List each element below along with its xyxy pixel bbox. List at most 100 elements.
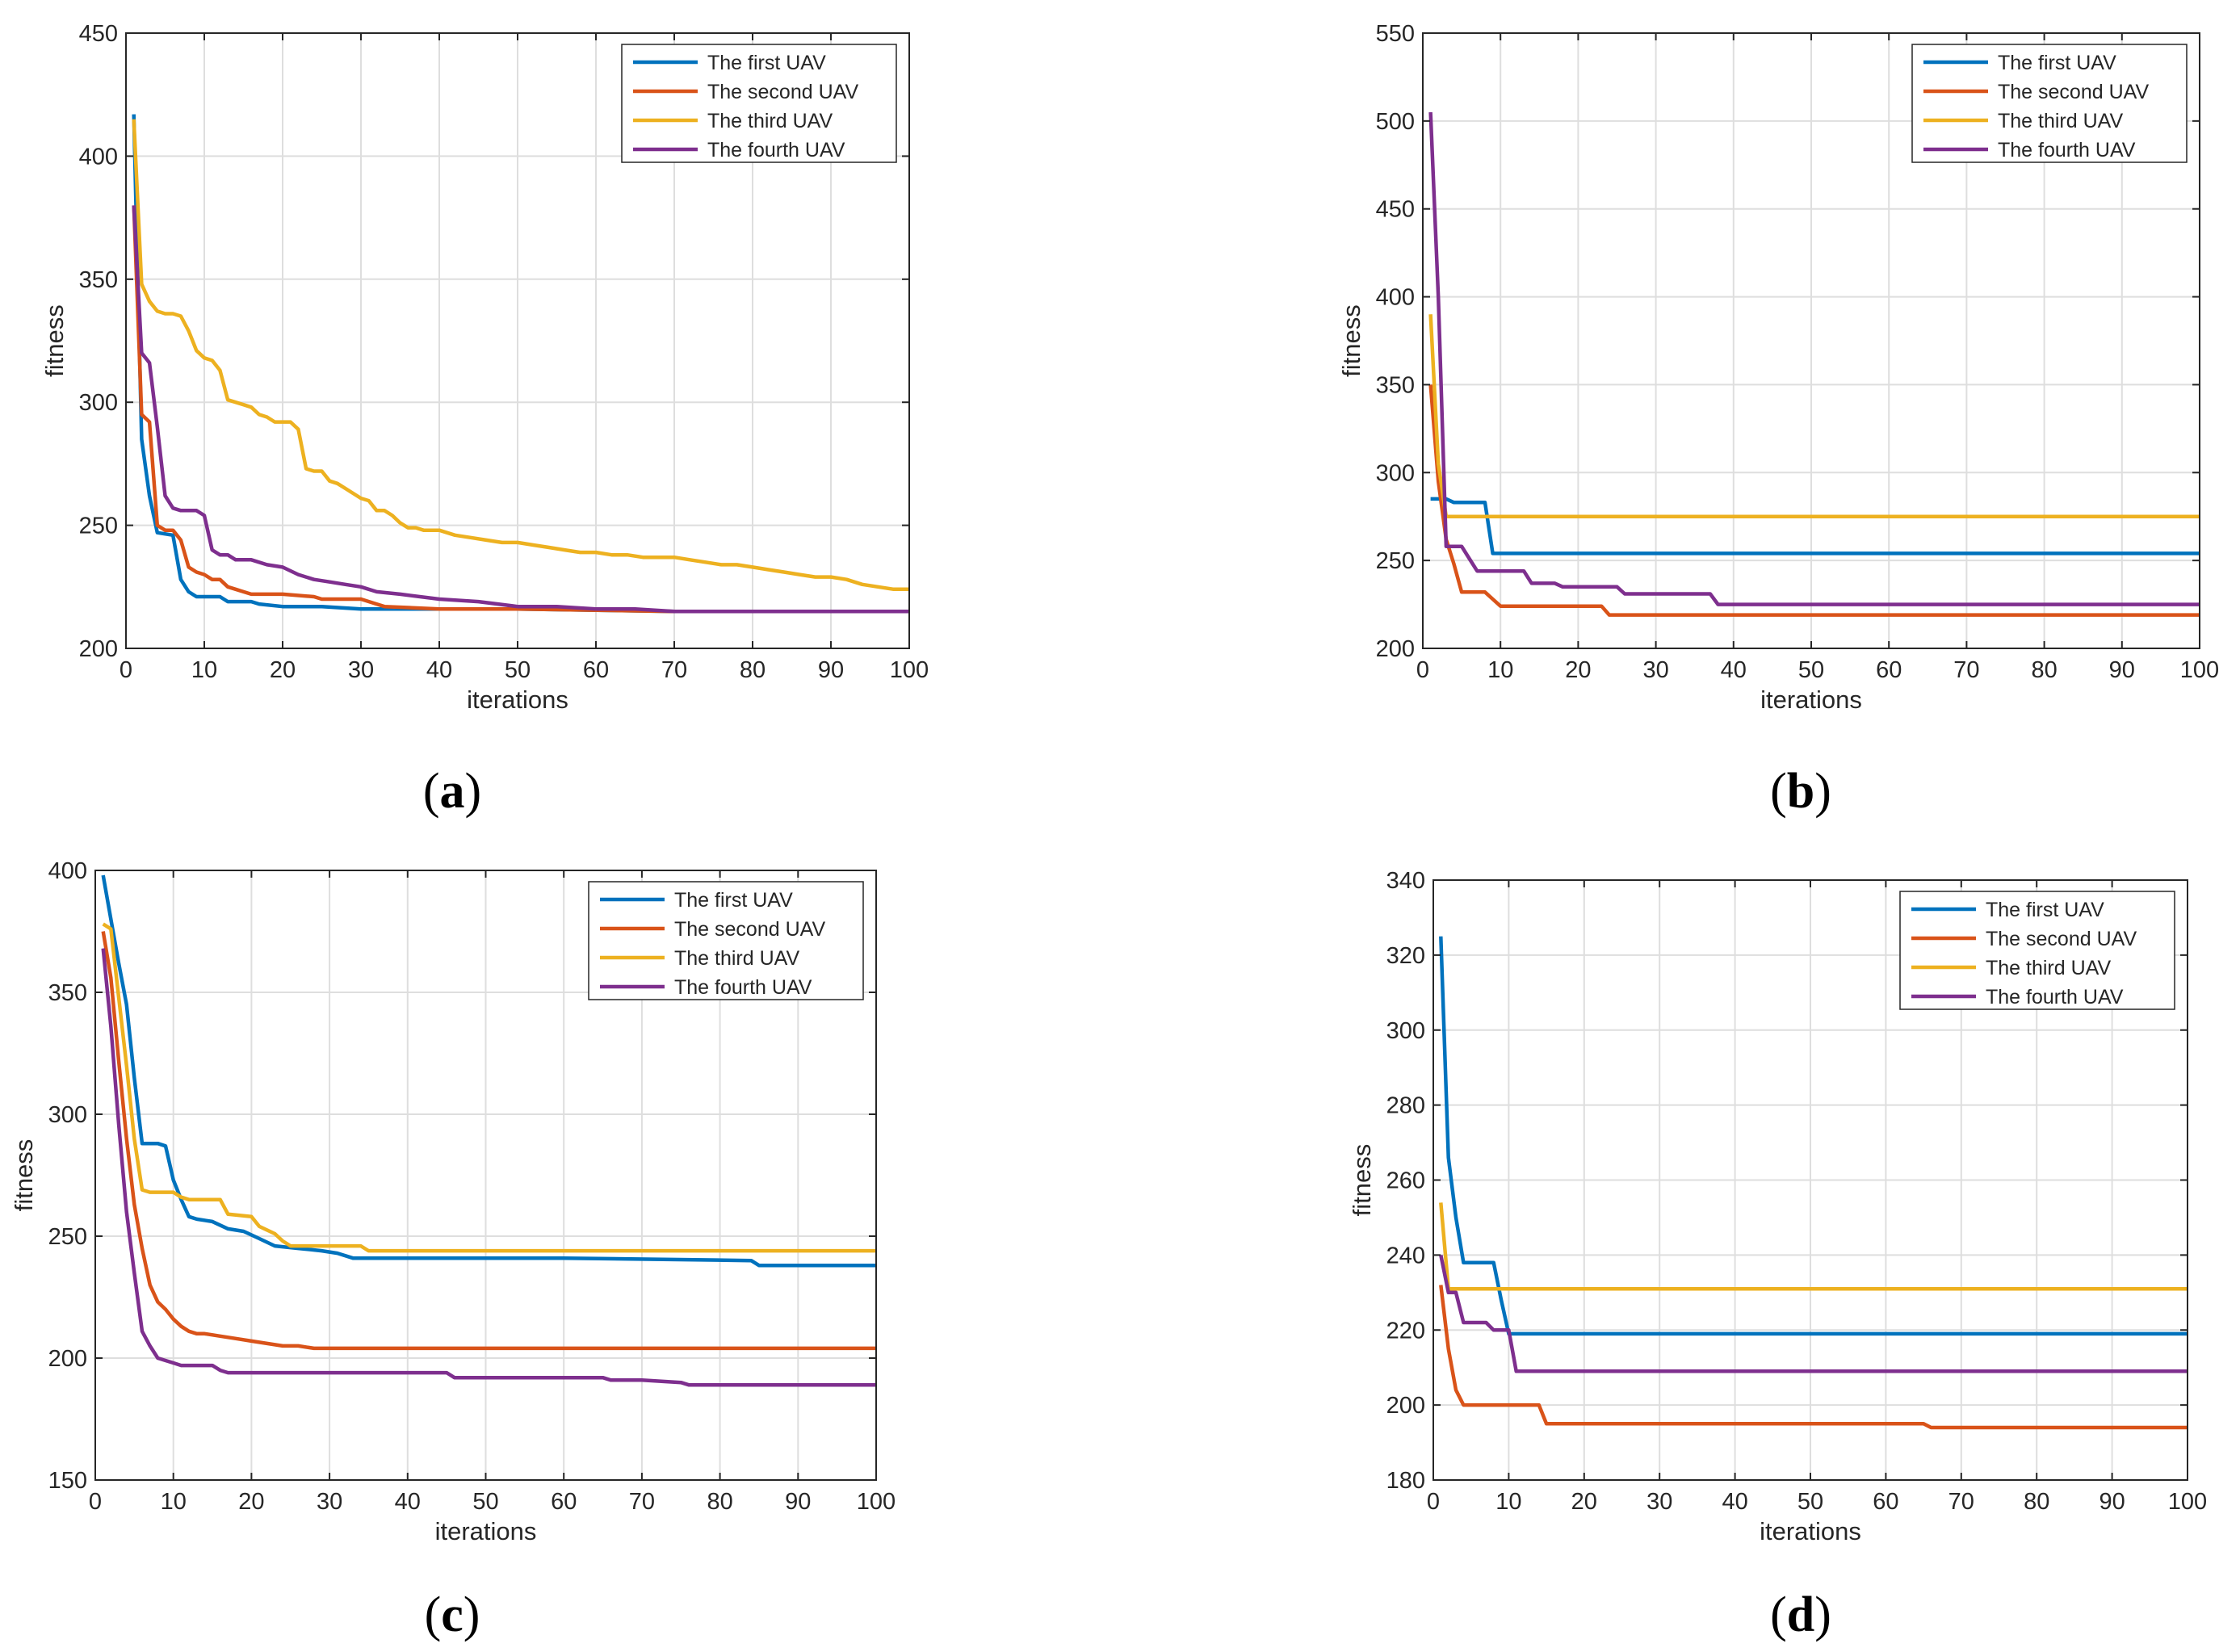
legend-entry-1: The first UAV	[1998, 52, 2116, 74]
y-tick-label: 300	[1386, 1018, 1425, 1044]
y-axis-label: fitness	[1337, 304, 1365, 377]
x-tick-label: 20	[270, 657, 296, 683]
caption-open-paren: (	[1770, 764, 1787, 819]
x-tick-label: 40	[426, 657, 452, 683]
x-axis-label: iterations	[1760, 686, 1862, 714]
y-tick-label: 250	[79, 514, 118, 539]
legend-entry-2: The second UAV	[1998, 81, 2149, 103]
legend: The first UAV The second UAV The third UAV…	[1911, 44, 2188, 163]
caption-letter: a	[440, 764, 465, 819]
panel-caption: (c)	[425, 1587, 480, 1642]
legend-box	[621, 44, 897, 163]
series-line-1	[101, 874, 876, 1268]
y-tick-label: 240	[1386, 1243, 1425, 1268]
y-tick-label: 300	[48, 1102, 87, 1128]
legend-entry-3: The third UAV	[674, 947, 799, 970]
y-tick-label: 400	[79, 144, 118, 170]
x-tick-label: 90	[818, 657, 844, 683]
x-tick-label: 40	[1722, 1489, 1747, 1515]
legend-entry-2: The second UAV	[707, 81, 858, 103]
legend-box	[1899, 891, 2175, 1010]
x-tick-label: 50	[1798, 657, 1824, 683]
series-line-4	[1428, 111, 2200, 606]
x-tick-label: 60	[1876, 657, 1902, 683]
caption-open-paren: (	[423, 764, 440, 819]
y-tick-label: 200	[1386, 1393, 1425, 1419]
chart-panel-b: 0 10 20 30 40 50 60 70 80 90 100 200 250 300 350 400 450…	[1337, 21, 2219, 819]
legend-entry-4: The fourth UAV	[707, 139, 845, 161]
x-tick-label: 20	[238, 1489, 264, 1515]
x-tick-label: 60	[551, 1489, 577, 1515]
x-tick-label: 100	[2168, 1489, 2207, 1515]
x-tick-label: 30	[1646, 1489, 1672, 1515]
caption-close-paren: )	[465, 764, 482, 819]
x-tick-label: 30	[317, 1489, 342, 1515]
y-tick-label: 250	[48, 1224, 87, 1250]
x-axis-label: iterations	[435, 1517, 537, 1545]
x-tick-label: 30	[348, 657, 374, 683]
series-line-2	[132, 205, 909, 614]
series-line-2	[1439, 1285, 2188, 1430]
y-tick-label: 280	[1386, 1093, 1425, 1119]
x-tick-label: 60	[583, 657, 609, 683]
series-line-3	[132, 119, 909, 592]
x-tick-label: 10	[1487, 657, 1513, 683]
x-tick-label: 40	[1721, 657, 1747, 683]
caption-open-paren: (	[1770, 1587, 1787, 1642]
y-tick-label: 340	[1386, 868, 1425, 894]
x-tick-label: 100	[890, 657, 929, 683]
chart-panel-c: 0 10 20 30 40 50 60 70 80 90 100 150 200 250 300 350 400…	[10, 858, 896, 1642]
panel-caption: (a)	[423, 764, 481, 819]
legend-entry-1: The first UAV	[1986, 899, 2104, 921]
legend-entry-3: The third UAV	[1986, 957, 2111, 979]
y-tick-label: 320	[1386, 943, 1425, 969]
y-tick-label: 260	[1386, 1168, 1425, 1194]
series-line-1	[1430, 497, 2200, 556]
legend-box	[1911, 44, 2188, 163]
x-tick-label: 70	[661, 657, 687, 683]
x-tick-label: 40	[395, 1489, 421, 1515]
x-tick-label: 100	[2180, 657, 2219, 683]
x-tick-label: 80	[2031, 657, 2057, 683]
x-tick-label: 90	[2109, 657, 2135, 683]
caption-letter: d	[1787, 1587, 1814, 1642]
legend-entry-4: The fourth UAV	[1986, 986, 2124, 1008]
caption-letter: b	[1787, 764, 1814, 819]
y-tick-label: 200	[48, 1346, 87, 1372]
x-tick-label: 60	[1873, 1489, 1898, 1515]
y-tick-label: 350	[48, 980, 87, 1006]
legend: The first UAV The second UAV The third UAV…	[621, 44, 897, 163]
panel-caption: (d)	[1770, 1587, 1831, 1642]
y-tick-label: 500	[1376, 109, 1415, 135]
x-tick-label: 0	[1427, 1489, 1440, 1515]
series-line-1	[1439, 936, 2188, 1336]
y-tick-label: 180	[1386, 1468, 1425, 1494]
y-tick-label: 300	[1376, 460, 1415, 486]
x-tick-label: 10	[191, 657, 217, 683]
y-tick-label: 300	[79, 390, 118, 416]
legend-entry-4: The fourth UAV	[1998, 139, 2136, 161]
x-tick-label: 50	[1797, 1489, 1823, 1515]
y-tick-label: 450	[79, 21, 118, 47]
caption-close-paren: )	[1814, 1587, 1831, 1642]
y-axis-label: fitness	[40, 304, 69, 377]
legend-box	[588, 881, 864, 1000]
chart-panel-a: 0 10 20 30 40 50 60 70 80 90 100 200 250 300 350 400 450…	[40, 21, 929, 819]
panel-caption: (b)	[1770, 764, 1831, 819]
series-line-4	[101, 948, 876, 1387]
x-tick-label: 0	[120, 657, 132, 683]
series-line-4	[1439, 1254, 2188, 1373]
legend-entry-2: The second UAV	[1986, 928, 2137, 950]
y-tick-label: 550	[1376, 21, 1415, 47]
x-tick-label: 70	[1953, 657, 1979, 683]
x-tick-label: 70	[629, 1489, 655, 1515]
legend-entry-4: The fourth UAV	[674, 976, 812, 999]
x-tick-label: 70	[1948, 1489, 1974, 1515]
x-tick-label: 10	[1495, 1489, 1521, 1515]
x-tick-label: 90	[2099, 1489, 2125, 1515]
y-tick-label: 400	[48, 858, 87, 884]
legend: The first UAV The second UAV The third UAV…	[588, 881, 864, 1000]
x-tick-label: 50	[505, 657, 531, 683]
